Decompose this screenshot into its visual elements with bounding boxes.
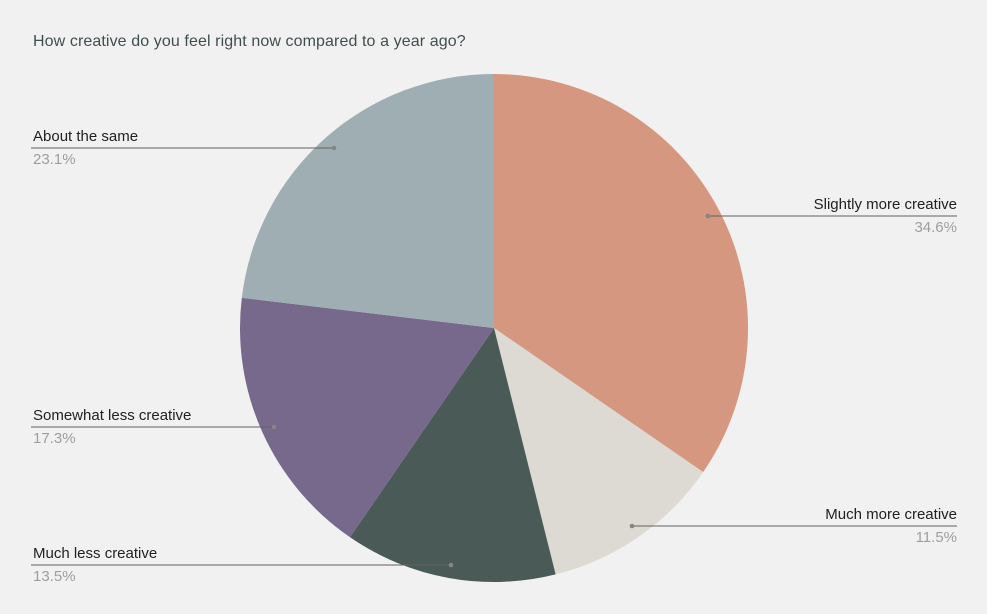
slice-label-text: Slightly more creative	[813, 196, 957, 213]
chart-title: How creative do you feel right now compa…	[33, 33, 466, 50]
slice-percent-text: 34.6%	[914, 219, 957, 236]
leader-dot-much-more-creative	[629, 523, 635, 529]
slice-label-text: About the same	[33, 128, 139, 145]
slice-percent-text: 17.3%	[33, 430, 76, 447]
pie-slice-somewhat-less-creative	[240, 297, 494, 538]
slice-percent-text: 13.5%	[33, 568, 76, 585]
pie-slice-much-less-creative	[349, 328, 556, 582]
slice-callout-somewhat-less-creative: Somewhat less creative 17.3%	[33, 407, 191, 447]
leader-dot-much-less-creative	[448, 562, 454, 568]
slice-label-text: Much more creative	[825, 506, 957, 523]
slice-callout-much-more-creative: Much more creative 11.5%	[825, 506, 957, 546]
leader-dot-somewhat-less-creative	[271, 424, 277, 430]
slice-percent-text: 23.1%	[33, 151, 76, 168]
slice-label-text: Much less creative	[33, 545, 158, 562]
pie-slice-slightly-more-creative	[494, 73, 749, 473]
pie-slice-much-more-creative	[494, 328, 704, 575]
slice-label-text: Somewhat less creative	[33, 407, 192, 424]
pie-slice-about-the-same	[241, 74, 494, 328]
leader-dot-about-the-same	[331, 145, 337, 151]
slice-callout-about-the-same: About the same 23.1%	[33, 128, 138, 168]
slice-percent-text: 11.5%	[915, 529, 957, 546]
slice-callout-slightly-more-creative: Slightly more creative 34.6%	[814, 196, 957, 236]
leader-dot-slightly-more-creative	[705, 213, 711, 219]
slice-callout-much-less-creative: Much less creative 13.5%	[33, 545, 157, 585]
